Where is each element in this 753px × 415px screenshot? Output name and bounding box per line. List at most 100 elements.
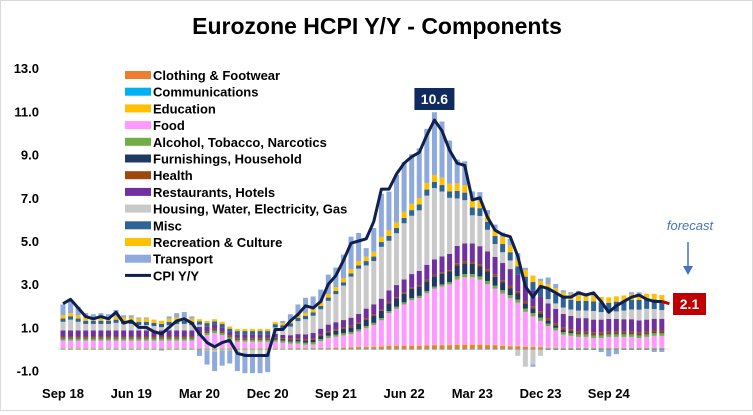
bar-segment [439, 345, 445, 349]
bar-segment [621, 349, 627, 350]
legend: Clothing & Footwear CommunicationsEducati… [125, 68, 347, 283]
bar-segment [333, 294, 339, 323]
bar-segment [431, 288, 437, 345]
bar-segment [340, 335, 346, 348]
bar-segment [310, 344, 316, 348]
bar-segment [431, 112, 437, 175]
bar-segment [340, 254, 346, 279]
bar-segment [181, 330, 187, 337]
y-tick-label: -1.0 [17, 364, 39, 379]
bar-segment [659, 349, 665, 353]
bar-segment [242, 339, 248, 342]
bar-segment [60, 336, 66, 338]
bar-segment [219, 349, 225, 350]
bar-segment [181, 337, 187, 339]
bar-segment [598, 349, 604, 353]
bar-segment [394, 233, 400, 286]
bar-segment [250, 328, 255, 332]
bar-segment [454, 344, 460, 345]
bar-segment [560, 297, 566, 308]
bar-segment [560, 327, 566, 330]
bar-segment [560, 349, 566, 350]
bar-segment [568, 299, 574, 310]
bar-segment [166, 338, 172, 341]
bar-segment [522, 269, 528, 277]
bar-segment [469, 274, 475, 278]
bar-segment [401, 304, 407, 346]
bar-segment [340, 347, 346, 348]
bar-segment [386, 230, 392, 236]
bar-segment [644, 349, 650, 350]
bar-segment [454, 183, 460, 191]
bar-segment [644, 293, 650, 300]
bar-segment [439, 273, 445, 285]
bar-segment [333, 334, 339, 337]
bar-segment [500, 290, 506, 294]
bar-segment [280, 328, 286, 335]
bar-segment [371, 228, 377, 252]
bar-segment [60, 349, 66, 350]
bar-segment [439, 349, 445, 350]
bar-segment [545, 283, 551, 290]
bar-segment [507, 260, 513, 270]
bar-segment [212, 328, 218, 331]
bar-segment [287, 323, 293, 327]
bar-segment [538, 287, 544, 297]
bar-segment [159, 349, 165, 350]
x-tick-label: Dec 20 [247, 386, 289, 401]
bar-segment [629, 334, 634, 337]
bar-segment [484, 271, 490, 281]
bar-segment [462, 344, 468, 345]
bar-segment [530, 275, 536, 283]
bar-segment [560, 290, 566, 293]
bar-segment [447, 183, 453, 192]
bar-segment [583, 331, 589, 334]
bar-segment [568, 349, 574, 350]
bar-segment [75, 318, 81, 322]
bar-segment [151, 336, 157, 338]
bar-segment [265, 338, 271, 340]
bar-segment [515, 349, 521, 350]
bar-segment [295, 349, 301, 350]
bar-segment [545, 320, 551, 324]
bar-segment [553, 347, 559, 349]
bar-segment [356, 331, 362, 347]
bar-segment [250, 341, 255, 349]
bar-segment [257, 331, 263, 335]
bar-segment [568, 335, 574, 348]
bar-segment [68, 348, 74, 349]
legend-swatch [125, 221, 151, 230]
bar-segment [378, 310, 384, 319]
bar-segment [401, 345, 407, 349]
bar-segment [227, 348, 233, 349]
bar-segment [174, 337, 180, 339]
bar-segment [303, 349, 309, 350]
bar-segment [591, 301, 597, 311]
bar-segment [386, 345, 392, 349]
bar-segment [280, 323, 286, 326]
bar-segment [234, 334, 240, 338]
bar-segment [204, 326, 210, 332]
bar-segment [83, 340, 89, 349]
bar-segment [234, 341, 240, 349]
legend-label: Recreation & Culture [153, 235, 282, 250]
bar-segment [424, 182, 430, 190]
bar-segment [272, 322, 278, 325]
bar-segment [613, 318, 619, 332]
bar-segment [174, 336, 180, 338]
bar-segment [484, 251, 490, 270]
bar-segment [348, 276, 354, 318]
bar-segment [462, 274, 468, 278]
bar-segment [575, 347, 581, 349]
bar-segment [128, 323, 134, 331]
bar-segment [409, 287, 415, 289]
bar-segment [303, 319, 309, 335]
bar-segment [363, 256, 369, 262]
bar-segment [431, 259, 437, 275]
bar-segment [348, 327, 354, 332]
bar-segment [219, 323, 225, 328]
bar-segment [629, 336, 634, 348]
bar-segment [234, 337, 240, 339]
bar-segment [340, 333, 346, 336]
bar-segment [113, 316, 119, 320]
